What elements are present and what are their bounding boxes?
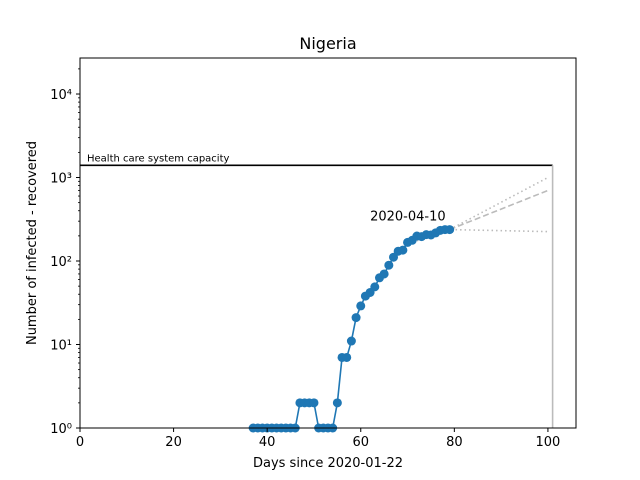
y-tick-label: 10⁴ xyxy=(50,88,72,103)
x-tick-label: 20 xyxy=(165,435,182,450)
projection-line-3 xyxy=(416,228,548,242)
data-point xyxy=(332,398,342,408)
capacity-label: Health care system capacity xyxy=(87,153,229,164)
x-tick-label: 40 xyxy=(259,435,276,450)
date-annotation: 2020-04-10 xyxy=(370,210,446,225)
data-point xyxy=(370,282,380,292)
x-axis-label: Days since 2020-01-22 xyxy=(253,456,403,471)
data-point xyxy=(356,301,366,311)
projection-line-1 xyxy=(449,176,549,231)
y-tick-label: 10² xyxy=(50,255,72,270)
data-point xyxy=(342,352,352,362)
data-point xyxy=(351,313,361,323)
chart-title: Nigeria xyxy=(299,34,356,53)
x-tick-label: 60 xyxy=(352,435,369,450)
data-point xyxy=(445,225,455,235)
data-point xyxy=(346,336,356,346)
y-tick-label: 10³ xyxy=(50,172,72,187)
plot-frame xyxy=(79,57,577,429)
x-tick-label: 0 xyxy=(76,435,84,450)
y-axis-label: Number of infected - recovered xyxy=(25,141,40,345)
x-tick-label: 100 xyxy=(536,435,561,450)
data-point xyxy=(384,260,394,270)
data-point xyxy=(309,398,319,408)
y-tick-label: 10⁰ xyxy=(50,422,72,437)
x-tick-label: 80 xyxy=(446,435,463,450)
y-tick-label: 10¹ xyxy=(50,339,72,354)
plot-area: Health care system capacity 2020-04-10 0 20… xyxy=(50,57,577,450)
data-point xyxy=(398,245,408,255)
data-point xyxy=(379,269,389,279)
